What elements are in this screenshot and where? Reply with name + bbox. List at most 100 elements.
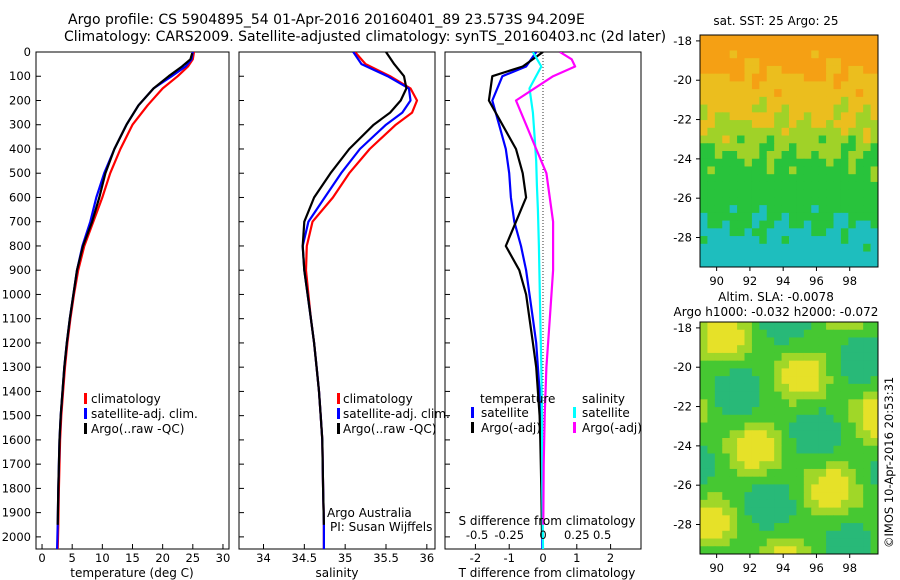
legend-label-argo: Argo(..raw -QC) (91, 422, 184, 436)
map-cell (707, 81, 716, 90)
map-cell (737, 251, 745, 260)
depth-tick-label: 900 (9, 263, 31, 277)
map-cell (759, 515, 768, 524)
map-cell (796, 58, 805, 67)
map-cell (781, 73, 790, 82)
map-cell (833, 259, 842, 268)
annotation-argo-australia: Argo Australia (327, 506, 412, 520)
map-cell (737, 360, 745, 369)
map-cell (781, 391, 790, 400)
map-cell (796, 515, 805, 524)
map-cell (855, 96, 864, 106)
map-cell (759, 322, 768, 331)
map-cell (722, 383, 731, 393)
legend-swatch-climatology (337, 393, 340, 404)
map-cell (751, 243, 760, 253)
map-cell (796, 407, 805, 416)
map-y-tick-label: -26 (673, 191, 692, 205)
map-cell (840, 383, 849, 393)
map-cell (751, 96, 760, 106)
map-cell (870, 422, 879, 431)
depth-tick-label: 1200 (2, 336, 31, 350)
difference-sal-label: S difference from climatology (459, 514, 636, 528)
map-cell (729, 35, 738, 44)
map-cell (840, 468, 849, 478)
x-tick-label: 0 (38, 551, 45, 565)
map-cell (840, 50, 849, 59)
map-cell (714, 523, 723, 532)
map-cell (796, 151, 805, 160)
map-cell (840, 345, 849, 354)
map-cell (818, 251, 827, 260)
map-cell (781, 484, 790, 493)
sla-map (700, 322, 879, 555)
map-cell (759, 453, 768, 462)
map-cell (729, 445, 738, 454)
map-cell (714, 205, 723, 214)
map-cell (848, 112, 857, 121)
map-cell (700, 181, 708, 191)
map-cell (700, 212, 708, 222)
map-cell (774, 407, 783, 416)
map-cell (766, 135, 775, 144)
map-cell (826, 376, 834, 385)
map-cell (840, 453, 849, 462)
map-cell (744, 220, 753, 229)
sst-map-frame (699, 34, 879, 268)
map-cell (700, 205, 708, 214)
map-cell (766, 112, 775, 121)
map-cell (729, 507, 738, 516)
map-cell (707, 492, 716, 501)
map-cell (811, 399, 820, 408)
map-cell (722, 360, 731, 369)
map-cell (796, 430, 805, 439)
map-cell (751, 174, 760, 183)
map-cell (848, 220, 857, 229)
map-cell (744, 181, 753, 191)
map-cell (707, 345, 716, 354)
map-cell (855, 476, 864, 485)
map-cell (766, 337, 775, 346)
map-cell (766, 251, 775, 260)
map-cell (744, 65, 753, 75)
map-cell (759, 73, 768, 82)
map-cell (818, 65, 827, 75)
map-cell (774, 399, 783, 408)
map-cell (818, 352, 827, 362)
map-cell (855, 212, 864, 222)
map-cell (707, 112, 716, 121)
map-cell (729, 438, 738, 447)
map-cell (826, 212, 834, 222)
map-cell (751, 181, 760, 191)
map-cell (766, 228, 775, 237)
map-cell (700, 414, 708, 424)
map-cell (759, 236, 768, 245)
map-cell (855, 174, 864, 183)
map-cell (833, 205, 842, 214)
map-cell (833, 73, 842, 82)
map-cell (855, 391, 864, 400)
map-cell (833, 492, 842, 501)
map-cell (707, 523, 716, 532)
map-cell (840, 135, 849, 144)
map-cell (789, 174, 797, 183)
map-cell (774, 243, 783, 253)
map-cell (766, 181, 775, 191)
map-cell (751, 127, 760, 137)
map-cell (781, 438, 790, 447)
map-cell (737, 345, 745, 354)
map-cell (781, 228, 790, 237)
map-cell (826, 58, 834, 67)
map-cell (744, 399, 753, 408)
map-cell (781, 414, 790, 424)
map-cell (840, 42, 849, 51)
map-cell (818, 135, 827, 144)
map-cell (863, 322, 872, 331)
map-cell (855, 538, 864, 547)
map-cell (707, 391, 716, 400)
map-cell (722, 546, 731, 555)
salinity-x-axis: 34 34.5 35 35.5 36 (256, 544, 434, 565)
map-cell (714, 468, 723, 478)
map-cell (722, 507, 731, 516)
map-cell (870, 430, 879, 439)
